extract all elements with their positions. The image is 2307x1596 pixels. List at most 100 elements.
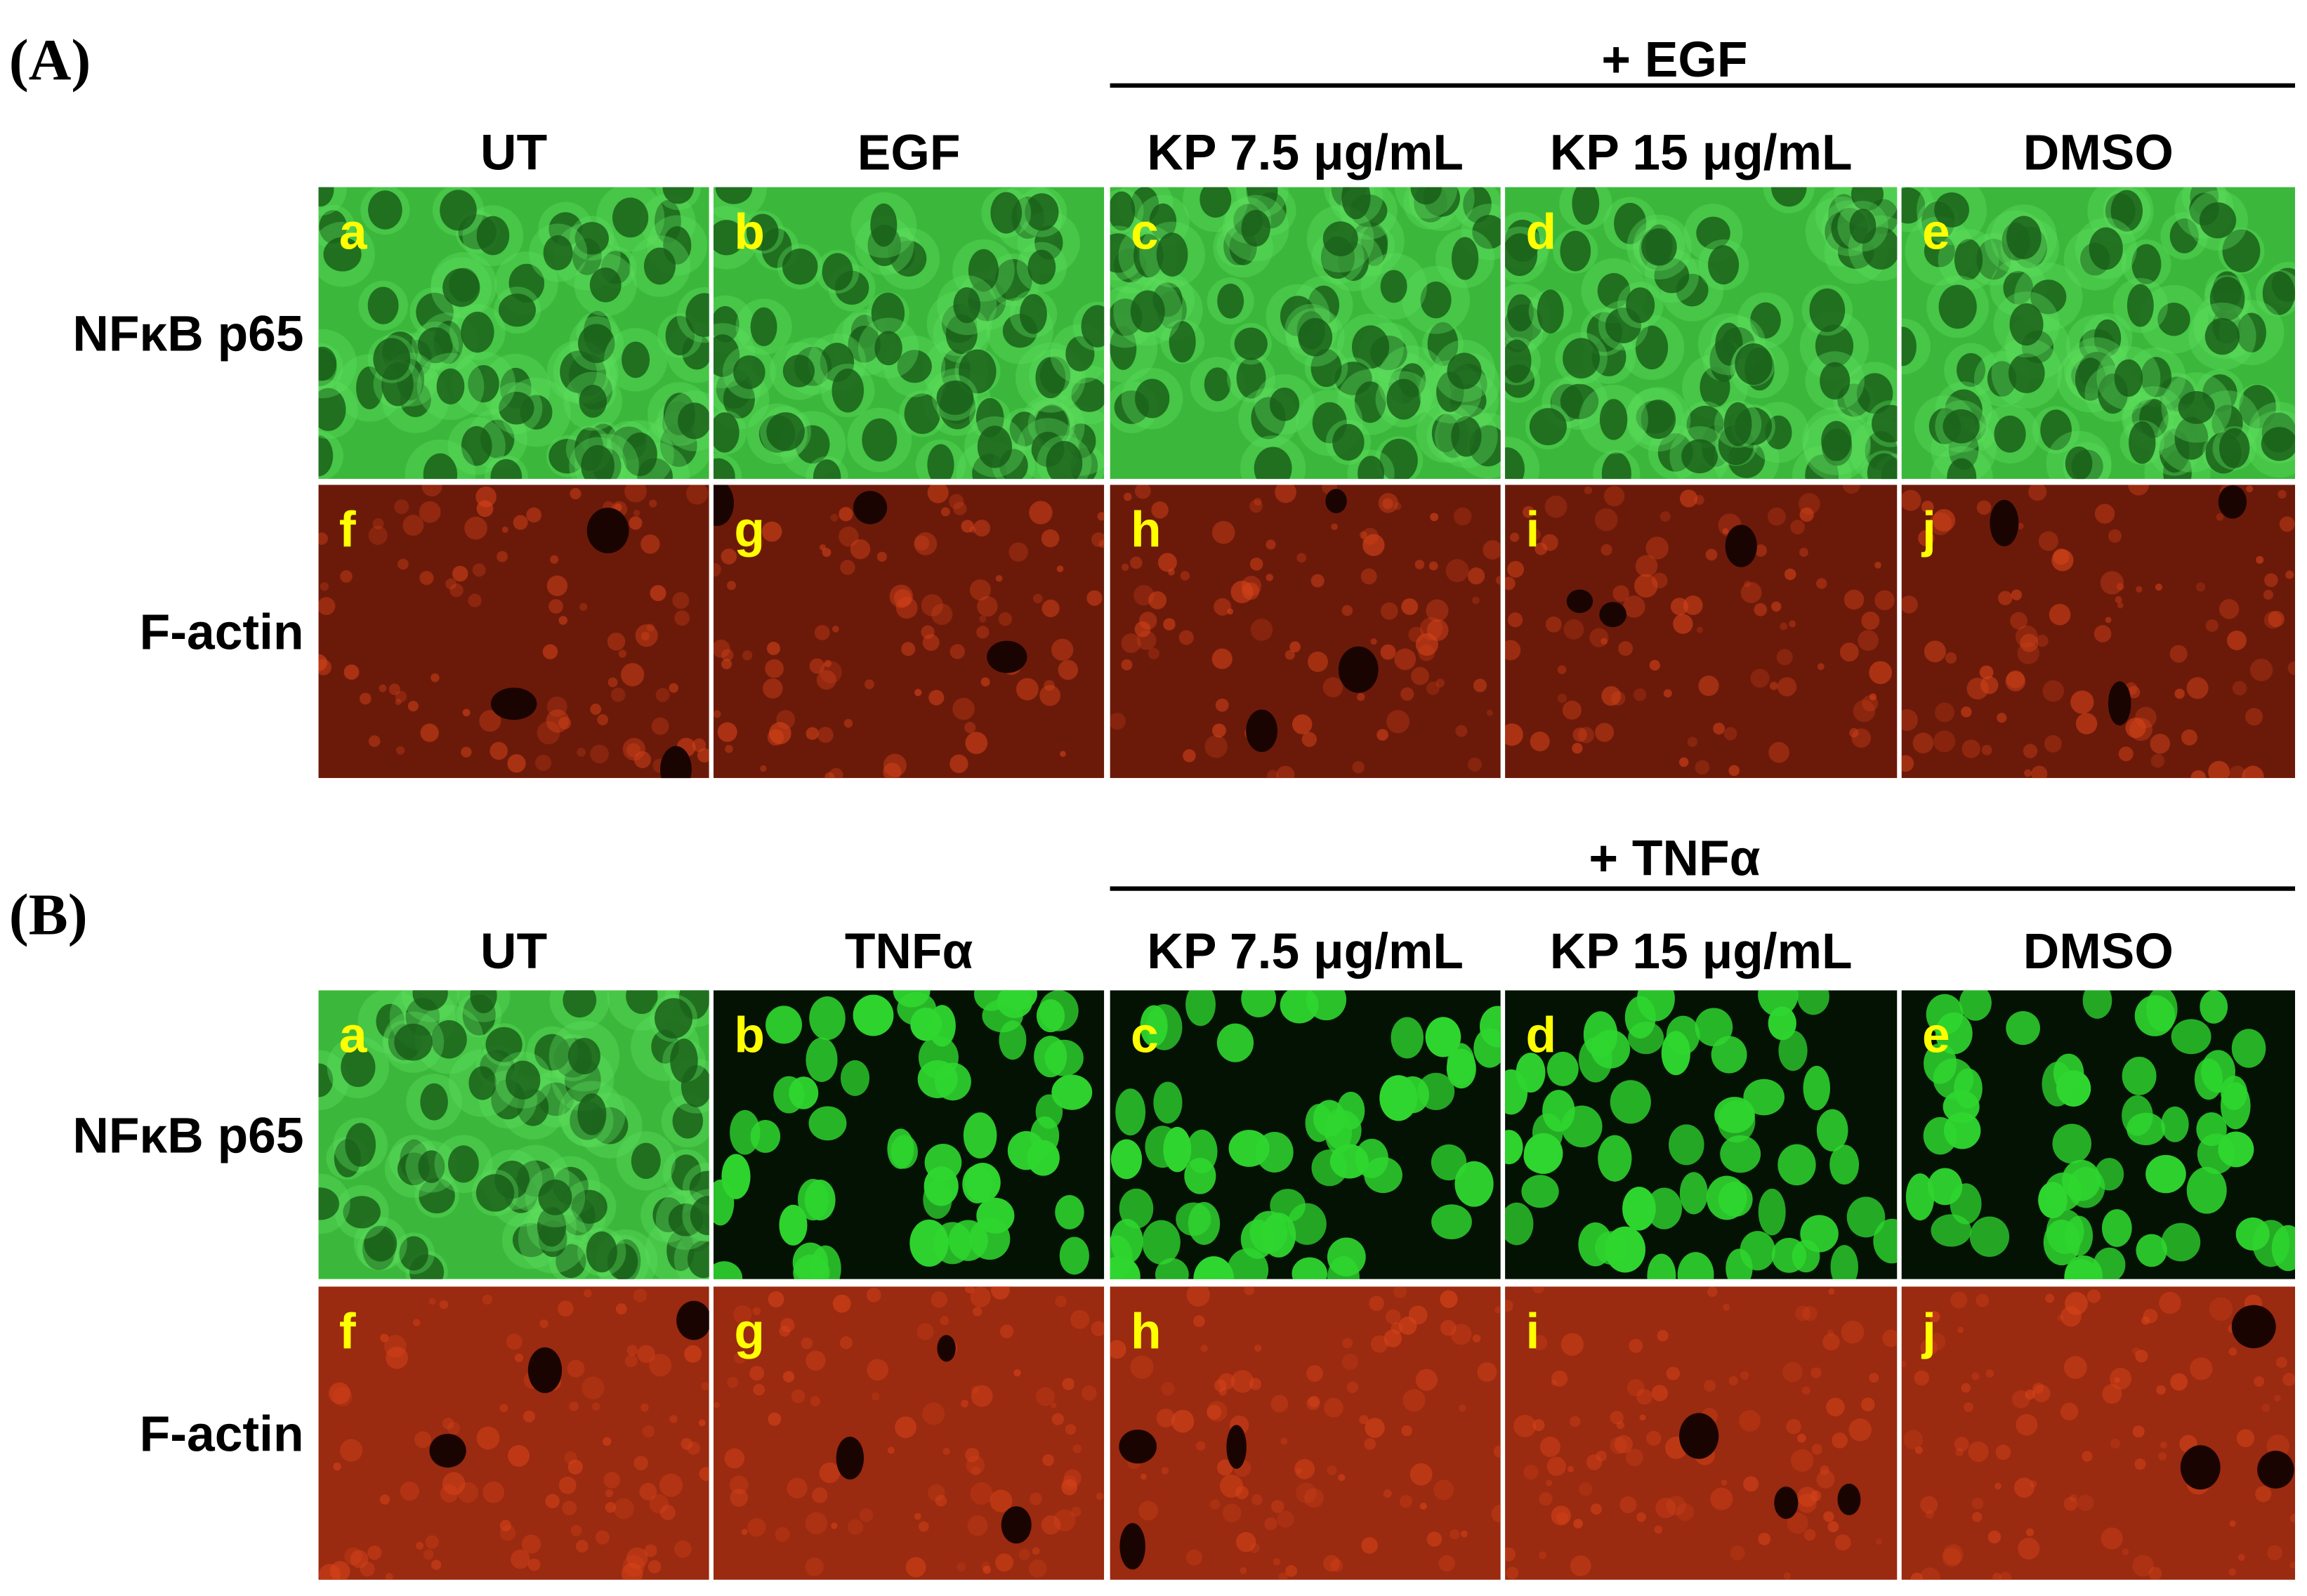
actin-spot — [1771, 601, 1782, 612]
actin-spot — [809, 658, 825, 674]
actin-spot — [1924, 640, 1946, 663]
panel-label: (A) — [9, 27, 91, 93]
gap — [1119, 1429, 1157, 1464]
actin-spot — [2125, 717, 2146, 739]
actin-spot — [644, 1544, 657, 1557]
nucleus — [953, 287, 981, 324]
nucleus — [1947, 458, 1977, 480]
actin-spot — [1323, 1555, 1341, 1572]
nucleus — [318, 1187, 339, 1220]
nucleus — [461, 426, 492, 466]
actin-spot — [1777, 677, 1797, 697]
nucleus — [1291, 1257, 1328, 1279]
actin-spot — [497, 550, 508, 562]
actin-spot — [2155, 583, 2163, 591]
panel-letter: g — [734, 502, 765, 558]
actin-spot — [2289, 1514, 2296, 1523]
actin-spot — [1935, 702, 1954, 723]
actin-spot — [1634, 688, 1647, 701]
nucleus — [959, 349, 997, 394]
nucleus — [2122, 1056, 2157, 1095]
actin-spot — [2063, 1496, 2078, 1511]
nucleus — [2186, 1166, 2227, 1214]
actin-spot — [2025, 1528, 2035, 1537]
nucleus — [1723, 402, 1752, 447]
actin-spot — [449, 583, 464, 598]
actin-spot — [506, 1333, 522, 1350]
nucleus — [666, 1229, 695, 1272]
actin-spot — [1567, 1465, 1575, 1472]
panel-letter: b — [734, 1008, 765, 1064]
nucleus — [1933, 1058, 1974, 1100]
actin-spot — [701, 1382, 709, 1391]
actin-spot — [971, 1466, 980, 1476]
actin-spot — [1227, 608, 1234, 615]
actin-spot — [635, 624, 658, 647]
nucleus — [2040, 409, 2072, 451]
actin-spot — [1408, 626, 1424, 642]
nucleus — [2110, 190, 2143, 232]
actin-spot — [1357, 692, 1365, 701]
actin-spot — [1707, 1286, 1718, 1298]
actin-spot — [1848, 1418, 1872, 1442]
actin-spot — [1158, 553, 1177, 572]
nucleus — [782, 355, 815, 388]
nucleus — [1901, 327, 1917, 367]
actin-spot — [1572, 742, 1583, 754]
actin-spot — [1138, 612, 1157, 630]
actin-spot — [1352, 760, 1365, 774]
nucleus — [1133, 234, 1164, 278]
actin-spot — [1663, 689, 1672, 698]
nucleus — [1681, 439, 1718, 474]
actin-spot — [2075, 713, 2098, 734]
nucleus — [2219, 428, 2250, 468]
actin-spot — [1161, 1467, 1169, 1475]
actin-spot — [1657, 1330, 1669, 1342]
actin-spot — [730, 1489, 749, 1507]
actin-spot — [1843, 589, 1865, 610]
actin-spot — [1557, 665, 1567, 675]
actin-spot — [521, 1534, 541, 1554]
nucleus — [2261, 427, 2296, 461]
actin-spot — [1927, 1333, 1946, 1351]
nucleus — [418, 1150, 445, 1183]
actin-spot — [419, 571, 434, 586]
actin-spot — [2070, 1493, 2078, 1503]
actin-spot — [558, 1477, 577, 1494]
nucleus — [1815, 324, 1854, 367]
panel-letter: b — [734, 204, 765, 260]
actin-spot — [2263, 611, 2282, 629]
nucleus — [318, 1063, 334, 1097]
actin-spot — [659, 1505, 676, 1521]
nucleus — [1708, 245, 1740, 285]
nucleus — [1809, 288, 1846, 332]
actin-spot — [2263, 590, 2273, 600]
nucleus — [2200, 990, 2228, 1024]
nucleus — [1431, 1144, 1467, 1181]
actin-spot — [624, 484, 647, 503]
nucleus — [578, 324, 615, 364]
actin-spot — [1435, 678, 1445, 688]
column-header: UT — [480, 923, 547, 980]
actin-spot — [590, 704, 602, 715]
actin-spot — [871, 1392, 880, 1401]
nucleus — [1943, 409, 1980, 444]
actin-spot — [607, 632, 626, 651]
actin-spot — [949, 644, 965, 659]
actin-spot — [1586, 1454, 1603, 1470]
gap — [1774, 1486, 1799, 1519]
actin-spot — [2016, 1413, 2038, 1436]
actin-spot — [442, 1472, 466, 1496]
actin-spot — [379, 684, 387, 692]
actin-spot — [1987, 1530, 2002, 1544]
actin-spot — [372, 517, 384, 529]
actin-spot — [1629, 1338, 1643, 1353]
actin-spot — [883, 763, 902, 779]
actin-spot — [2275, 1357, 2287, 1369]
actin-spot — [570, 1524, 582, 1536]
nucleus — [2056, 1070, 2091, 1107]
actin-spot — [1560, 1333, 1584, 1356]
actin-spot — [889, 584, 914, 608]
actin-spot — [1610, 1411, 1624, 1425]
